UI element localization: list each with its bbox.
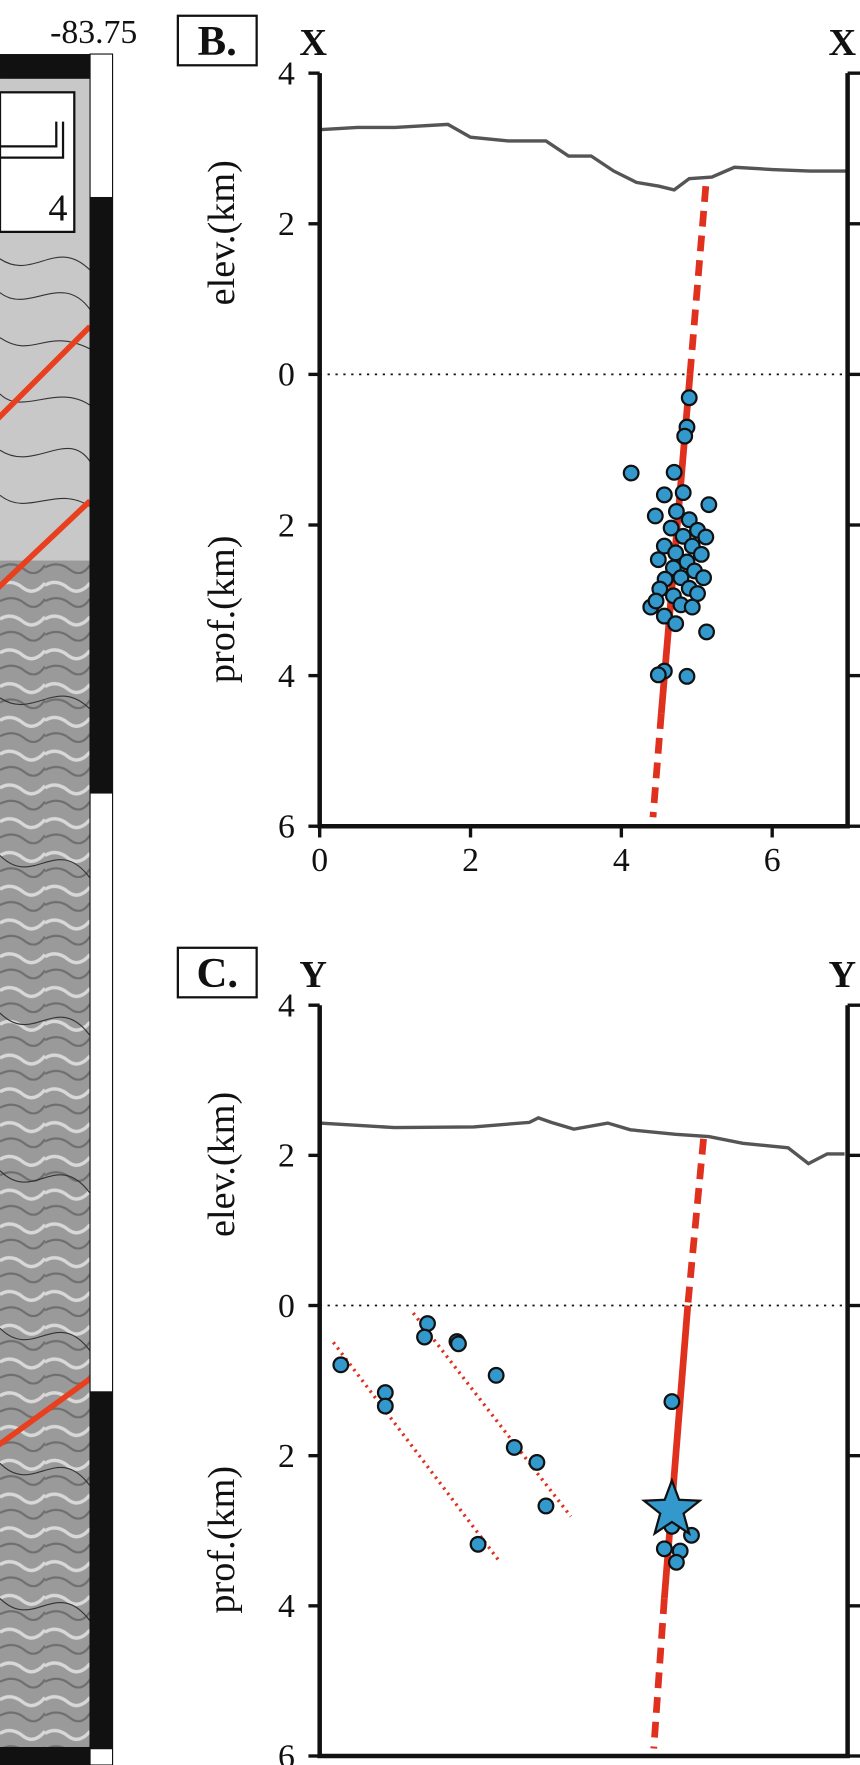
earthquake xyxy=(471,1537,486,1552)
earthquake xyxy=(624,466,639,481)
axis-frame xyxy=(320,73,848,826)
earthquake xyxy=(676,485,691,500)
earthquake xyxy=(680,669,695,684)
section-end-label: X xyxy=(299,22,327,64)
panel-label: B. xyxy=(198,18,237,65)
y-axis-label: prof.(km) xyxy=(201,535,243,683)
section-end-label: Y xyxy=(299,954,327,996)
earthquake xyxy=(657,1541,672,1556)
fault-line xyxy=(653,713,661,817)
map-strip: 4 -83.75 xyxy=(0,14,137,1765)
earthquake xyxy=(417,1330,432,1345)
section-end-label: X xyxy=(828,22,856,64)
page: {"map": {"coordinate_label": "-83.75", "… xyxy=(0,0,860,1765)
earthquake xyxy=(451,1336,466,1351)
x-tick-label: 4 xyxy=(613,842,630,879)
fault-line xyxy=(690,186,706,374)
earthquake xyxy=(699,625,714,640)
y-tick-label: 2 xyxy=(278,507,295,544)
y-tick-label: 6 xyxy=(278,1738,295,1765)
y-tick-label: 0 xyxy=(278,1288,295,1325)
fault-line xyxy=(688,1139,704,1306)
earthquake xyxy=(696,570,711,585)
earthquake xyxy=(378,1399,393,1414)
earthquake xyxy=(649,594,664,609)
lat-scale xyxy=(90,1391,113,1749)
earthquake xyxy=(539,1499,554,1514)
earthquake xyxy=(651,552,666,567)
y-tick-label: 6 xyxy=(278,808,295,845)
y-axis-label: elev.(km) xyxy=(201,1092,243,1237)
y-tick-label: 2 xyxy=(278,1138,295,1175)
x-tick-label: 0 xyxy=(311,842,328,879)
map-frame xyxy=(0,1747,90,1765)
trend-line xyxy=(413,1313,571,1516)
earthquake xyxy=(651,668,666,683)
earthquake xyxy=(489,1368,504,1383)
y-tick-label: 2 xyxy=(278,1438,295,1475)
coordinate-label: -83.75 xyxy=(50,14,137,51)
x-tick-label: 6 xyxy=(764,842,781,879)
earthquake xyxy=(530,1455,545,1470)
scale-label: 4 xyxy=(48,188,67,230)
earthquake xyxy=(333,1358,348,1373)
earthquake xyxy=(668,616,683,631)
earthquake xyxy=(648,509,663,524)
earthquake xyxy=(669,1555,684,1570)
fault-line xyxy=(654,1598,665,1748)
axis-frame xyxy=(320,1005,848,1756)
y-tick-label: 4 xyxy=(278,1588,295,1625)
earthquake xyxy=(699,530,714,545)
earthquake xyxy=(667,465,682,480)
lat-scale xyxy=(90,197,113,794)
earthquake xyxy=(665,1394,680,1409)
y-tick-label: 4 xyxy=(278,987,295,1024)
topography xyxy=(320,124,848,190)
earthquake xyxy=(694,547,709,562)
earthquake xyxy=(507,1440,522,1455)
earthquake xyxy=(685,600,700,615)
earthquake xyxy=(657,488,672,503)
panel-label: C. xyxy=(196,950,238,997)
earthquake xyxy=(420,1316,435,1331)
figure: 4 -83.75 B.XXelev.(km)prof.(km)420246024… xyxy=(0,0,860,1765)
section-end-label: Y xyxy=(828,954,856,996)
map-frame xyxy=(0,54,90,79)
trend-line xyxy=(333,1342,498,1560)
y-tick-label: 4 xyxy=(278,55,295,92)
earthquake xyxy=(702,497,717,512)
y-tick-label: 4 xyxy=(278,658,295,695)
y-axis-label: elev.(km) xyxy=(201,160,243,305)
earthquake xyxy=(677,429,692,444)
y-tick-label: 0 xyxy=(278,357,295,394)
earthquake xyxy=(682,390,697,405)
topography xyxy=(320,1118,845,1164)
y-tick-label: 2 xyxy=(278,206,295,243)
y-axis-label: prof.(km) xyxy=(201,1466,243,1614)
x-tick-label: 2 xyxy=(462,842,479,879)
